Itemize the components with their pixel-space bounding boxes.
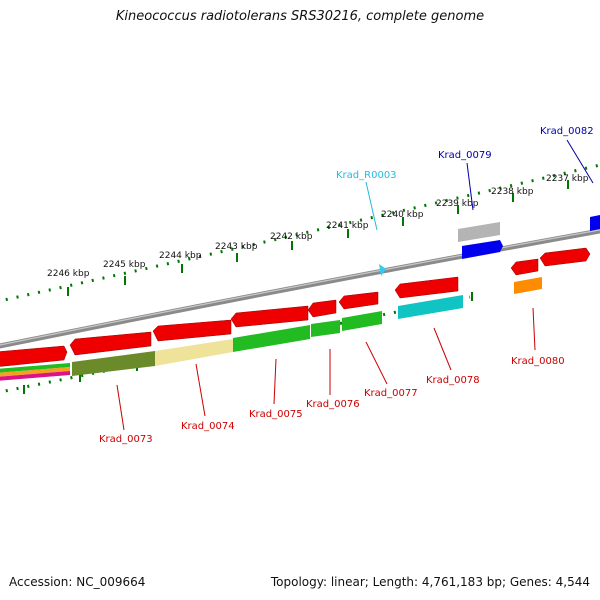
gene-block-krad-0073[interactable] — [72, 351, 155, 376]
label-leader-line — [195, 363, 206, 417]
gene-label-krad-r0003[interactable]: Krad_R0003 — [336, 170, 397, 181]
gene-label-krad-0075[interactable]: Krad_0075 — [249, 409, 303, 420]
ruler-tick-label: 2243 kbp — [215, 242, 258, 252]
gene-arrow[interactable] — [230, 305, 309, 328]
label-leader-line — [566, 139, 594, 184]
gene-label-krad-0079[interactable]: Krad_0079 — [438, 150, 492, 161]
gene-block-krad-0075[interactable] — [233, 325, 310, 352]
gene-arrow-krad-0079[interactable] — [462, 240, 503, 259]
gene-block-krad-0076[interactable] — [311, 320, 340, 337]
genome-summary-text: Topology: linear; Length: 4,761,183 bp; … — [270, 575, 590, 589]
gene-block-krad-0079[interactable] — [458, 222, 500, 242]
label-leader-line — [433, 327, 452, 371]
ruler-tick-label: 2241 kbp — [326, 221, 369, 231]
gene-block-krad-0074[interactable] — [155, 339, 233, 366]
label-leader-line — [365, 341, 388, 385]
genome-backbone-highlight — [0, 229, 600, 346]
gene-label-krad-0077[interactable]: Krad_0077 — [364, 388, 418, 399]
gene-block[interactable] — [0, 367, 70, 377]
gene-block[interactable] — [0, 363, 70, 373]
label-leader-line — [365, 181, 378, 231]
gene-arrow[interactable] — [0, 345, 68, 367]
ruler-tick-label: 2245 kbp — [103, 260, 146, 270]
gene-arrow[interactable] — [394, 276, 459, 299]
ruler-tick-label: 2240 kbp — [381, 210, 424, 220]
gene-arrow[interactable] — [307, 299, 337, 318]
ruler-tick-label: 2238 kbp — [491, 187, 534, 197]
gene-block[interactable] — [0, 371, 70, 381]
gene-block-krad-0080[interactable] — [514, 277, 542, 294]
ruler-tick-label: 2244 kbp — [159, 251, 202, 261]
bottom-ruler-track — [0, 295, 471, 394]
ruler-tick-label: 2246 kbp — [47, 269, 90, 279]
gene-label-krad-0078[interactable]: Krad_0078 — [426, 375, 480, 386]
gene-arrow[interactable] — [338, 291, 379, 310]
rna-marker-krad-r0003[interactable] — [379, 264, 386, 276]
gene-label-krad-0073[interactable]: Krad_0073 — [99, 434, 153, 445]
gene-label-krad-0082[interactable]: Krad_0082 — [540, 126, 594, 137]
gene-label-krad-0074[interactable]: Krad_0074 — [181, 421, 235, 432]
gene-arrow-krad-0082[interactable] — [590, 214, 600, 231]
genome-backbone — [0, 228, 600, 349]
top-ruler: 2246 kbp 2245 kbp 2244 kbp 2243 kbp 2242… — [0, 163, 600, 303]
ruler-tick-label: 2239 kbp — [436, 199, 479, 209]
gene-block-krad-0078[interactable] — [398, 295, 463, 319]
gene-label-krad-0080[interactable]: Krad_0080 — [511, 356, 565, 367]
label-leader-line — [116, 384, 125, 431]
page-title: Kineococcus radiotolerans SRS30216, comp… — [115, 9, 485, 24]
gene-block-krad-0077[interactable] — [342, 311, 382, 331]
accession-text: Accession: NC_009664 — [9, 575, 146, 589]
gene-arrow[interactable] — [539, 247, 591, 267]
gene-arrow[interactable] — [69, 331, 152, 356]
gene-arrow[interactable] — [510, 258, 539, 276]
ruler-tick-label: 2242 kbp — [270, 232, 313, 242]
label-leader-line — [466, 162, 474, 211]
ruler-tick-label: 2237 kbp — [546, 174, 589, 184]
gene-arrow[interactable] — [152, 319, 232, 342]
label-leader-line — [532, 307, 536, 351]
gene-label-krad-0076[interactable]: Krad_0076 — [306, 399, 360, 410]
label-leader-line — [273, 358, 277, 405]
